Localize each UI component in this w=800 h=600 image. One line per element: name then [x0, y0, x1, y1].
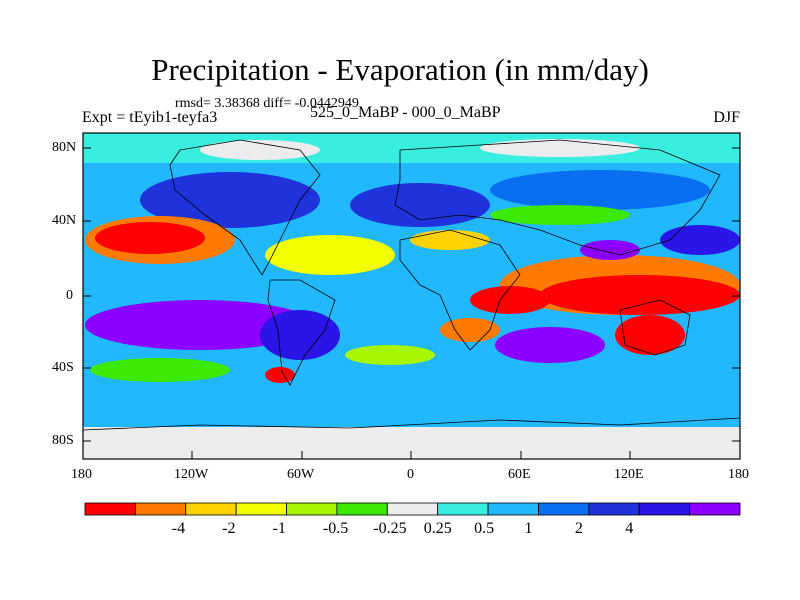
colorbar-bin	[185, 502, 237, 516]
asia-green	[490, 205, 630, 225]
east-pacific-dry-core	[95, 222, 205, 254]
colorbar-bin	[84, 502, 136, 516]
colorbar-bin	[134, 502, 187, 516]
colorbar-bin	[386, 502, 439, 516]
south-pacific-green	[90, 358, 230, 382]
lat-label-40s: 40S	[52, 360, 74, 375]
experiment-label: Expt = tEyib1-teyfa3	[82, 109, 218, 126]
lon-label-120e: 120E	[614, 467, 644, 482]
colorbar-bin	[538, 502, 590, 516]
colorbar-bin	[487, 502, 539, 516]
lon-label-180e: 180	[728, 467, 749, 482]
lat-label-0: 0	[66, 288, 73, 303]
subtropical-atlantic-dry	[265, 235, 395, 275]
tick-marks	[82, 147, 741, 459]
south-atlantic-green	[345, 345, 435, 365]
south-pacific-red	[265, 367, 295, 383]
colorbar-label: -4	[171, 520, 186, 537]
colorbar-label: -2	[222, 520, 236, 537]
australia-outline	[619, 299, 691, 356]
colorbar-bin	[286, 502, 338, 516]
lon-label-60w: 60W	[287, 467, 315, 482]
arctic-white-2	[480, 139, 640, 157]
stats-text: rmsd= 3.38368 diff= -0.0442949	[175, 96, 359, 111]
map-field	[83, 133, 740, 459]
lat-label-80s: 80S	[52, 433, 74, 448]
maritime-wet	[660, 225, 740, 255]
arctic-white	[200, 140, 320, 160]
lon-label-0: 0	[407, 467, 414, 482]
pacific-itcz	[85, 300, 315, 350]
north-pacific-wet	[140, 172, 320, 228]
lon-label-120w: 120W	[174, 467, 209, 482]
colorbar-bin	[336, 502, 388, 516]
colorbar-label: 0.5	[474, 520, 495, 537]
colorbar-label: -1	[272, 520, 286, 537]
tibet-wet	[580, 240, 640, 260]
indian-wet	[495, 327, 605, 363]
south-indian-orange	[440, 318, 500, 342]
colorbar	[84, 502, 741, 516]
south-america-outline	[267, 279, 336, 386]
lat-label-80n: 80N	[52, 140, 77, 155]
colorbar-bin	[437, 502, 489, 516]
lon-label-60e: 60E	[508, 467, 531, 482]
colorbar-label: -0.25	[373, 520, 407, 537]
africa-outline	[399, 229, 521, 351]
eurasia-outline	[394, 139, 721, 256]
antarctica-outline	[83, 417, 740, 431]
colorbar-label: 4	[625, 520, 634, 537]
north-america-outline	[169, 139, 321, 276]
colorbar-bin	[689, 502, 741, 516]
siberia-wet	[490, 170, 710, 210]
colorbar-bin	[588, 502, 640, 516]
lon-label-180w: 180	[71, 467, 92, 482]
plot-title: Precipitation - Evaporation (in mm/day)	[151, 52, 649, 87]
australia-dry	[615, 315, 685, 355]
difference-label: 525_0_MaBP - 000_0_MaBP	[310, 104, 501, 121]
season-label: DJF	[713, 109, 740, 126]
continent-outlines	[83, 139, 740, 431]
colorbar-bin	[235, 502, 287, 516]
colorbar-label: 1	[524, 520, 533, 537]
south-america-wet	[260, 310, 340, 360]
indian-ocean-dry-core	[540, 275, 740, 315]
west-africa-dry	[470, 286, 550, 314]
southern-ocean-band	[83, 395, 740, 427]
colorbar-label: 2	[574, 520, 583, 537]
colorbar-label: -0.5	[322, 520, 349, 537]
colorbar-label: 0.25	[423, 520, 452, 537]
lat-label-40n: 40N	[52, 213, 77, 228]
north-africa-yellow	[410, 230, 490, 250]
colorbar-bin	[638, 502, 691, 516]
